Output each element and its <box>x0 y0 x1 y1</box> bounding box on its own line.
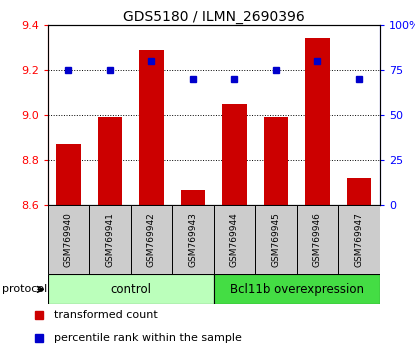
Text: GSM769947: GSM769947 <box>354 212 364 267</box>
FancyBboxPatch shape <box>214 274 380 304</box>
Text: GSM769942: GSM769942 <box>147 212 156 267</box>
Text: protocol: protocol <box>2 284 47 295</box>
Text: GSM769946: GSM769946 <box>313 212 322 267</box>
FancyBboxPatch shape <box>131 205 172 274</box>
Text: GSM769945: GSM769945 <box>271 212 281 267</box>
Bar <box>347 178 371 205</box>
Bar <box>181 189 205 205</box>
FancyBboxPatch shape <box>297 205 338 274</box>
FancyBboxPatch shape <box>48 205 89 274</box>
Bar <box>56 144 81 205</box>
FancyBboxPatch shape <box>172 205 214 274</box>
FancyBboxPatch shape <box>255 205 297 274</box>
Bar <box>222 104 247 205</box>
Bar <box>305 38 330 205</box>
Text: GSM769944: GSM769944 <box>230 212 239 267</box>
FancyBboxPatch shape <box>48 274 214 304</box>
Bar <box>98 117 122 205</box>
Text: transformed count: transformed count <box>54 310 158 320</box>
Text: percentile rank within the sample: percentile rank within the sample <box>54 333 242 343</box>
FancyBboxPatch shape <box>338 205 380 274</box>
Text: GSM769943: GSM769943 <box>188 212 198 267</box>
Bar <box>264 117 288 205</box>
FancyBboxPatch shape <box>89 205 131 274</box>
FancyBboxPatch shape <box>214 205 255 274</box>
Text: GSM769940: GSM769940 <box>64 212 73 267</box>
Bar <box>139 50 164 205</box>
Text: GSM769941: GSM769941 <box>105 212 115 267</box>
Title: GDS5180 / ILMN_2690396: GDS5180 / ILMN_2690396 <box>123 10 305 24</box>
Text: control: control <box>110 283 151 296</box>
Text: Bcl11b overexpression: Bcl11b overexpression <box>230 283 364 296</box>
